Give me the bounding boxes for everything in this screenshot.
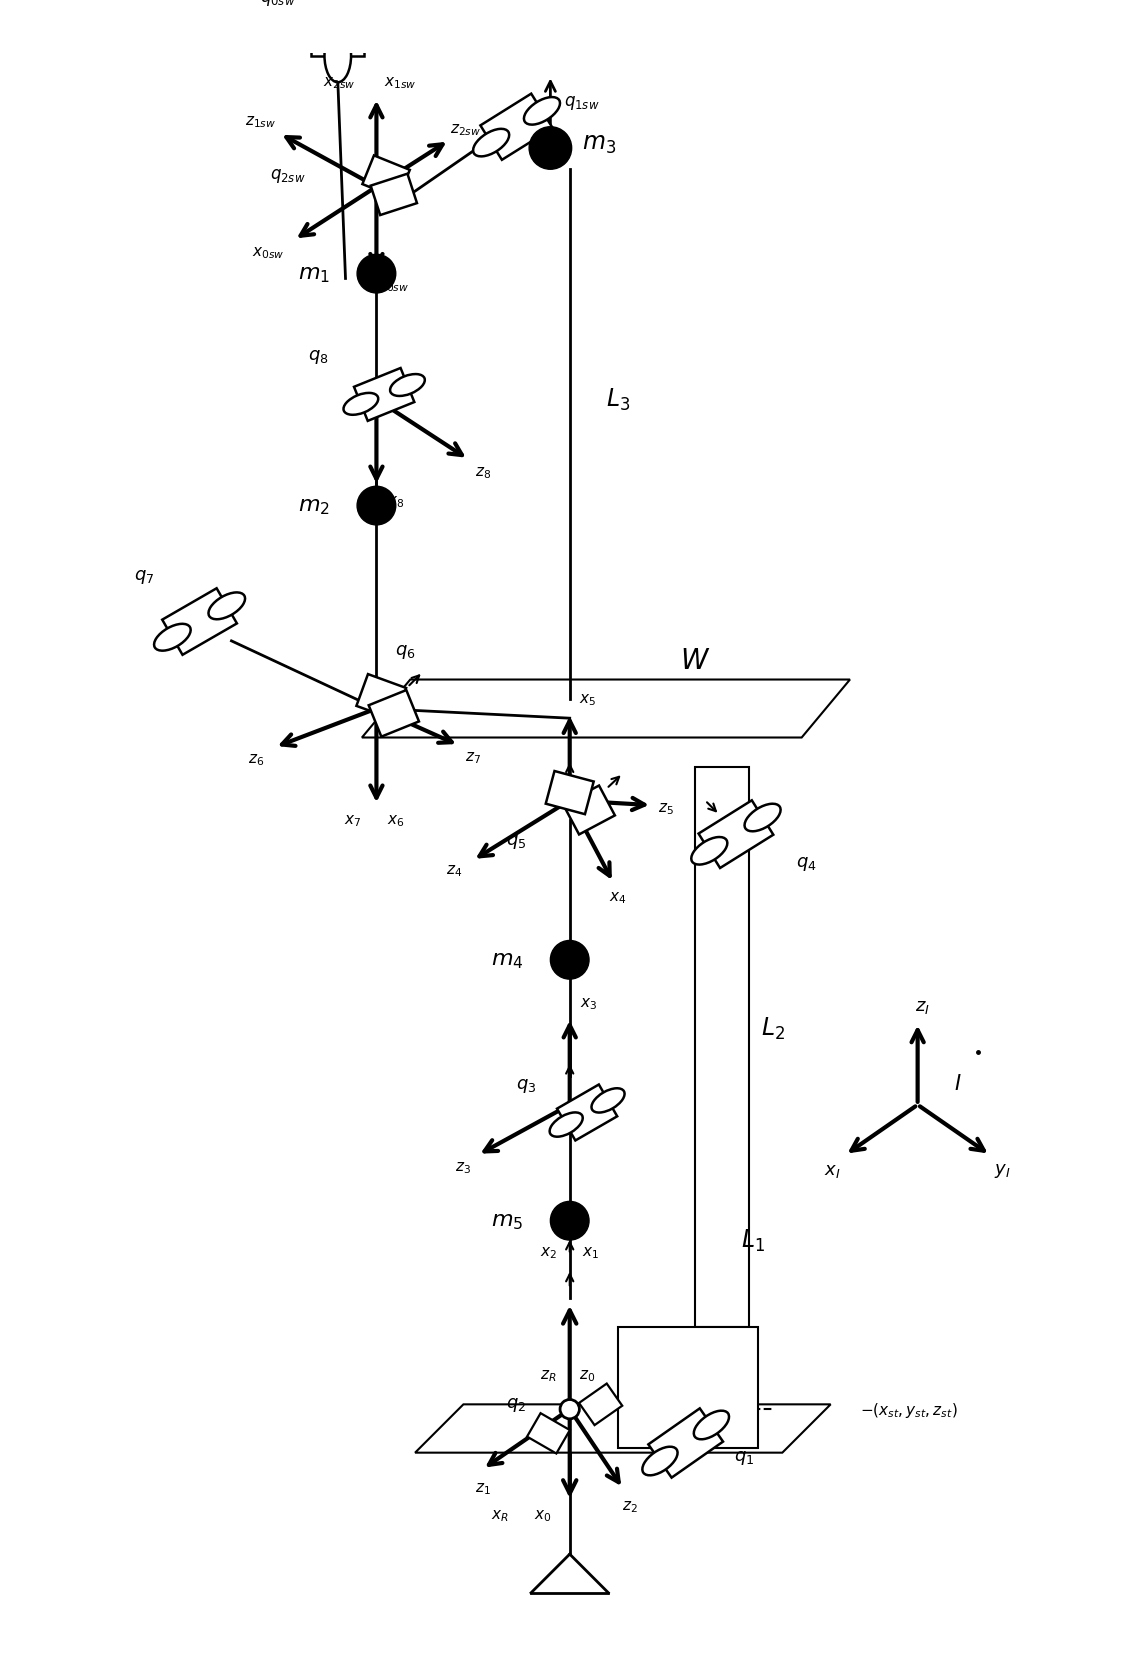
Text: $x_2$: $x_2$ <box>540 1244 557 1261</box>
Text: $q_3$: $q_3$ <box>517 1077 537 1095</box>
Ellipse shape <box>524 98 560 126</box>
Polygon shape <box>648 1408 723 1478</box>
Text: $x_1$: $x_1$ <box>583 1244 600 1261</box>
Text: $m_5$: $m_5$ <box>491 1211 523 1231</box>
Ellipse shape <box>325 0 351 50</box>
Polygon shape <box>416 1405 831 1453</box>
Text: $z_5$: $z_5$ <box>658 800 674 817</box>
Text: $x_5$: $x_5$ <box>578 691 595 708</box>
Text: $m_2$: $m_2$ <box>298 495 329 517</box>
Polygon shape <box>695 767 749 1327</box>
Ellipse shape <box>344 394 378 416</box>
Text: $x_{2sw}$: $x_{2sw}$ <box>323 75 356 91</box>
Ellipse shape <box>549 1114 583 1137</box>
Text: $z_I$: $z_I$ <box>915 998 930 1016</box>
Polygon shape <box>362 679 850 737</box>
Text: $q_{2sw}$: $q_{2sw}$ <box>270 167 305 186</box>
Text: $q_{0sw}$: $q_{0sw}$ <box>261 0 295 8</box>
Ellipse shape <box>692 837 728 865</box>
Text: $z_0$: $z_0$ <box>579 1367 595 1384</box>
Text: $z_{2sw}$: $z_{2sw}$ <box>450 121 481 138</box>
Polygon shape <box>363 156 410 199</box>
Text: $z_4$: $z_4$ <box>446 863 462 878</box>
Polygon shape <box>579 1384 622 1425</box>
Polygon shape <box>527 1413 569 1453</box>
Polygon shape <box>371 174 417 215</box>
Text: $z_6$: $z_6$ <box>247 752 264 767</box>
Text: $W$: $W$ <box>681 646 711 674</box>
Text: $x_{1sw}$: $x_{1sw}$ <box>384 75 417 91</box>
Polygon shape <box>368 691 419 737</box>
Text: $q_1$: $q_1$ <box>733 1448 754 1466</box>
Text: $L_1$: $L_1$ <box>741 1228 766 1253</box>
Text: $q_5$: $q_5$ <box>506 832 527 850</box>
Circle shape <box>529 128 572 171</box>
Text: $x_8$: $x_8$ <box>387 494 404 509</box>
Circle shape <box>357 487 395 525</box>
Text: $x_R$: $x_R$ <box>491 1508 509 1523</box>
Text: $z_{1sw}$: $z_{1sw}$ <box>245 114 276 129</box>
Circle shape <box>550 1201 590 1241</box>
Text: $z_1$: $z_1$ <box>475 1481 491 1496</box>
Text: $x_4$: $x_4$ <box>610 890 627 905</box>
Ellipse shape <box>642 1447 677 1475</box>
Text: $-(x_{st},y_{st},z_{st})$: $-(x_{st},y_{st},z_{st})$ <box>859 1400 957 1418</box>
Text: $z_8$: $z_8$ <box>475 464 491 481</box>
Polygon shape <box>481 94 553 161</box>
Text: $z_3$: $z_3$ <box>456 1160 472 1176</box>
Ellipse shape <box>390 374 424 396</box>
Ellipse shape <box>694 1410 729 1440</box>
Polygon shape <box>354 370 414 421</box>
Circle shape <box>550 941 590 979</box>
Polygon shape <box>546 772 594 815</box>
Text: $x_6$: $x_6$ <box>387 812 404 828</box>
Polygon shape <box>557 1085 618 1140</box>
Text: $z_{0sw}$: $z_{0sw}$ <box>378 278 410 293</box>
Ellipse shape <box>209 593 245 620</box>
Ellipse shape <box>154 625 191 651</box>
Ellipse shape <box>592 1089 624 1114</box>
Polygon shape <box>311 23 364 56</box>
Text: $x_3$: $x_3$ <box>581 996 597 1011</box>
Text: $q_{1sw}$: $q_{1sw}$ <box>564 93 599 111</box>
Polygon shape <box>162 588 237 656</box>
Text: $L_2$: $L_2$ <box>760 1014 785 1041</box>
Text: $x_0$: $x_0$ <box>533 1508 551 1523</box>
Text: $m_1$: $m_1$ <box>298 265 330 285</box>
Text: $z_R$: $z_R$ <box>540 1367 557 1384</box>
Text: $x_7$: $x_7$ <box>344 812 360 828</box>
Text: $z_7$: $z_7$ <box>465 749 481 766</box>
Text: $q_7$: $q_7$ <box>135 568 155 587</box>
Text: $m_4$: $m_4$ <box>491 949 523 971</box>
Text: $q_8$: $q_8$ <box>308 348 329 366</box>
Text: $L_3$: $L_3$ <box>606 388 630 413</box>
Text: $x_I$: $x_I$ <box>824 1162 841 1180</box>
Circle shape <box>560 1400 579 1418</box>
Ellipse shape <box>473 129 509 157</box>
Ellipse shape <box>745 804 780 832</box>
Text: $q_2$: $q_2$ <box>506 1395 527 1413</box>
Ellipse shape <box>325 30 351 83</box>
Text: $q_6$: $q_6$ <box>395 643 416 659</box>
Polygon shape <box>563 785 615 835</box>
Polygon shape <box>356 674 407 721</box>
Circle shape <box>357 255 395 293</box>
Text: $m_3$: $m_3$ <box>582 133 615 156</box>
Text: $I$: $I$ <box>955 1074 962 1094</box>
Text: $z_2$: $z_2$ <box>622 1498 638 1514</box>
Polygon shape <box>618 1327 758 1448</box>
Text: $y_I$: $y_I$ <box>995 1162 1011 1180</box>
Text: $q_4$: $q_4$ <box>796 855 816 873</box>
Polygon shape <box>699 800 774 868</box>
Text: $x_{0sw}$: $x_{0sw}$ <box>252 245 284 262</box>
